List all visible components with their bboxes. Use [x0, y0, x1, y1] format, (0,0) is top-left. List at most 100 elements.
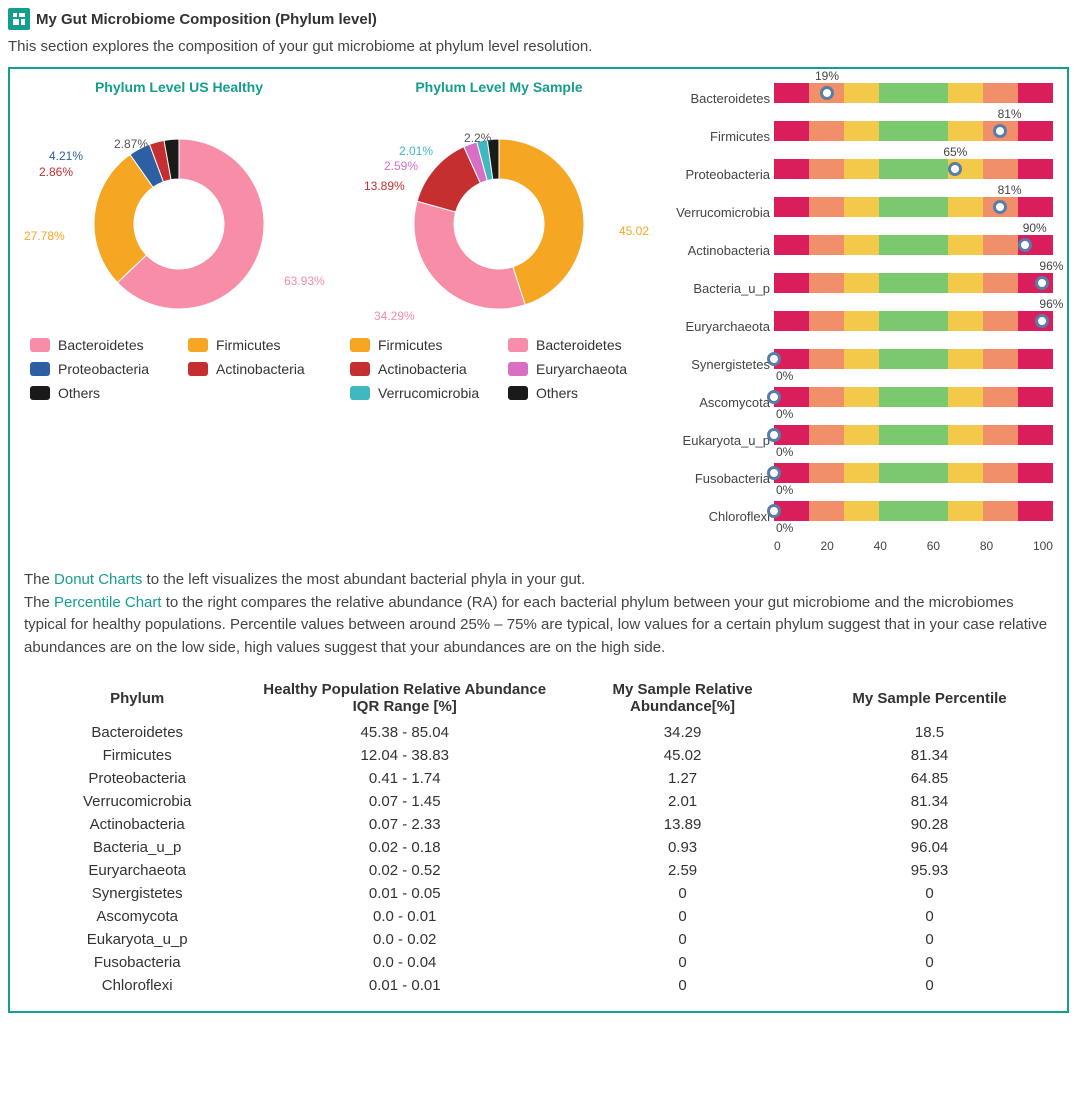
percentile-value: 0%	[776, 483, 793, 497]
percentile-row: Chloroflexi0%	[664, 497, 1053, 535]
percentile-label: Fusobacteria	[664, 471, 774, 486]
legend-item: Verrucomicrobia	[350, 385, 490, 401]
table-cell: 0	[806, 905, 1053, 928]
legend-swatch	[508, 338, 528, 352]
table-cell: 0.07 - 1.45	[250, 790, 559, 813]
percentile-label: Eukaryota_u_p	[664, 433, 774, 448]
table-cell: 13.89	[559, 813, 806, 836]
percentile-value: 96%	[1039, 297, 1063, 311]
percentile-label: Bacteria_u_p	[664, 281, 774, 296]
table-cell: 0.0 - 0.02	[250, 928, 559, 951]
table-cell: Proteobacteria	[24, 767, 250, 790]
percentile-value: 65%	[943, 145, 967, 159]
legend-item: Others	[30, 385, 170, 401]
table-cell: 45.02	[559, 744, 806, 767]
legend-swatch	[350, 362, 370, 376]
percentile-marker	[1018, 238, 1032, 252]
table-cell: Euryarchaeota	[24, 859, 250, 882]
table-cell: 34.29	[559, 721, 806, 744]
table-cell: 0	[806, 951, 1053, 974]
table-cell: 45.38 - 85.04	[250, 721, 559, 744]
percentile-marker	[993, 124, 1007, 138]
table-cell: 2.59	[559, 859, 806, 882]
table-cell: Fusobacteria	[24, 951, 250, 974]
table-cell: 0.0 - 0.04	[250, 951, 559, 974]
legend-label: Bacteroidetes	[536, 337, 622, 353]
legend-swatch	[188, 362, 208, 376]
table-cell: 90.28	[806, 813, 1053, 836]
percentile-row: Actinobacteria90%	[664, 231, 1053, 269]
donut-callout: 27.78%	[24, 229, 65, 243]
donut-sample-legend: FirmicutesBacteroidetesActinobacteriaEur…	[344, 337, 654, 401]
table-cell: 0	[806, 928, 1053, 951]
table-cell: 95.93	[806, 859, 1053, 882]
axis-tick: 100	[1033, 539, 1053, 553]
donut-callout: 45.02	[619, 224, 649, 238]
percentile-chart-link[interactable]: Percentile Chart	[54, 594, 162, 611]
percentile-row: Bacteroidetes19%	[664, 79, 1053, 117]
table-cell: 0.41 - 1.74	[250, 767, 559, 790]
percentile-label: Verrucomicrobia	[664, 205, 774, 220]
section-intro: This section explores the composition of…	[8, 38, 1069, 55]
donut-callout: 2.87%	[114, 137, 148, 151]
percentile-marker	[767, 504, 781, 518]
donut-callout: 2.59%	[384, 159, 418, 173]
legend-label: Firmicutes	[378, 337, 443, 353]
table-row: Proteobacteria0.41 - 1.741.2764.85	[24, 767, 1053, 790]
percentile-axis: 020406080100	[774, 539, 1053, 553]
percentile-row: Verrucomicrobia81%	[664, 193, 1053, 231]
percentile-value: 0%	[776, 369, 793, 383]
percentile-label: Euryarchaeota	[664, 319, 774, 334]
table-row: Fusobacteria0.0 - 0.0400	[24, 951, 1053, 974]
legend-item: Bacteroidetes	[30, 337, 170, 353]
legend-label: Bacteroidetes	[58, 337, 144, 353]
table-row: Bacteroidetes45.38 - 85.0434.2918.5	[24, 721, 1053, 744]
percentile-label: Chloroflexi	[664, 509, 774, 524]
legend-swatch	[30, 386, 50, 400]
table-header: Phylum	[24, 675, 250, 721]
percentile-chart: Bacteroidetes19%Firmicutes81%Proteobacte…	[664, 79, 1053, 553]
percentile-label: Bacteroidetes	[664, 91, 774, 106]
table-row: Verrucomicrobia0.07 - 1.452.0181.34	[24, 790, 1053, 813]
percentile-marker	[767, 428, 781, 442]
legend-item: Bacteroidetes	[508, 337, 648, 353]
table-cell: Eukaryota_u_p	[24, 928, 250, 951]
section-icon	[8, 8, 30, 30]
legend-item: Actinobacteria	[188, 361, 328, 377]
donut-sample-chart: 45.0234.29%13.89%2.59%2.01%2.2%	[344, 99, 654, 329]
table-cell: Actinobacteria	[24, 813, 250, 836]
table-cell: 0	[559, 928, 806, 951]
legend-swatch	[30, 362, 50, 376]
table-cell: Synergistetes	[24, 882, 250, 905]
donut-callout: 2.86%	[39, 165, 73, 179]
table-cell: 0	[559, 882, 806, 905]
legend-label: Verrucomicrobia	[378, 385, 479, 401]
donut-callout: 13.89%	[364, 179, 405, 193]
table-row: Firmicutes12.04 - 38.8345.0281.34	[24, 744, 1053, 767]
section-header: My Gut Microbiome Composition (Phylum le…	[8, 8, 1069, 30]
legend-label: Actinobacteria	[216, 361, 305, 377]
percentile-value: 90%	[1023, 221, 1047, 235]
percentile-marker	[1035, 314, 1049, 328]
table-cell: Verrucomicrobia	[24, 790, 250, 813]
percentile-value: 81%	[998, 107, 1022, 121]
table-cell: Chloroflexi	[24, 974, 250, 997]
percentile-value: 19%	[815, 69, 839, 83]
table-row: Chloroflexi0.01 - 0.0100	[24, 974, 1053, 997]
percentile-marker	[1035, 276, 1049, 290]
legend-item: Proteobacteria	[30, 361, 170, 377]
table-cell: 1.27	[559, 767, 806, 790]
table-cell: 0.01 - 0.05	[250, 882, 559, 905]
percentile-label: Ascomycota	[664, 395, 774, 410]
percentile-label: Synergistetes	[664, 357, 774, 372]
legend-swatch	[350, 386, 370, 400]
donut-callout: 4.21%	[49, 149, 83, 163]
donut-healthy-chart: 63.93%27.78%4.21%2.86%2.87%	[24, 99, 334, 329]
percentile-marker	[993, 200, 1007, 214]
table-cell: 64.85	[806, 767, 1053, 790]
legend-label: Others	[58, 385, 100, 401]
table-header: My Sample Relative Abundance[%]	[559, 675, 806, 721]
table-cell: 0	[559, 974, 806, 997]
axis-tick: 40	[874, 539, 887, 553]
donut-charts-link[interactable]: Donut Charts	[54, 571, 142, 588]
